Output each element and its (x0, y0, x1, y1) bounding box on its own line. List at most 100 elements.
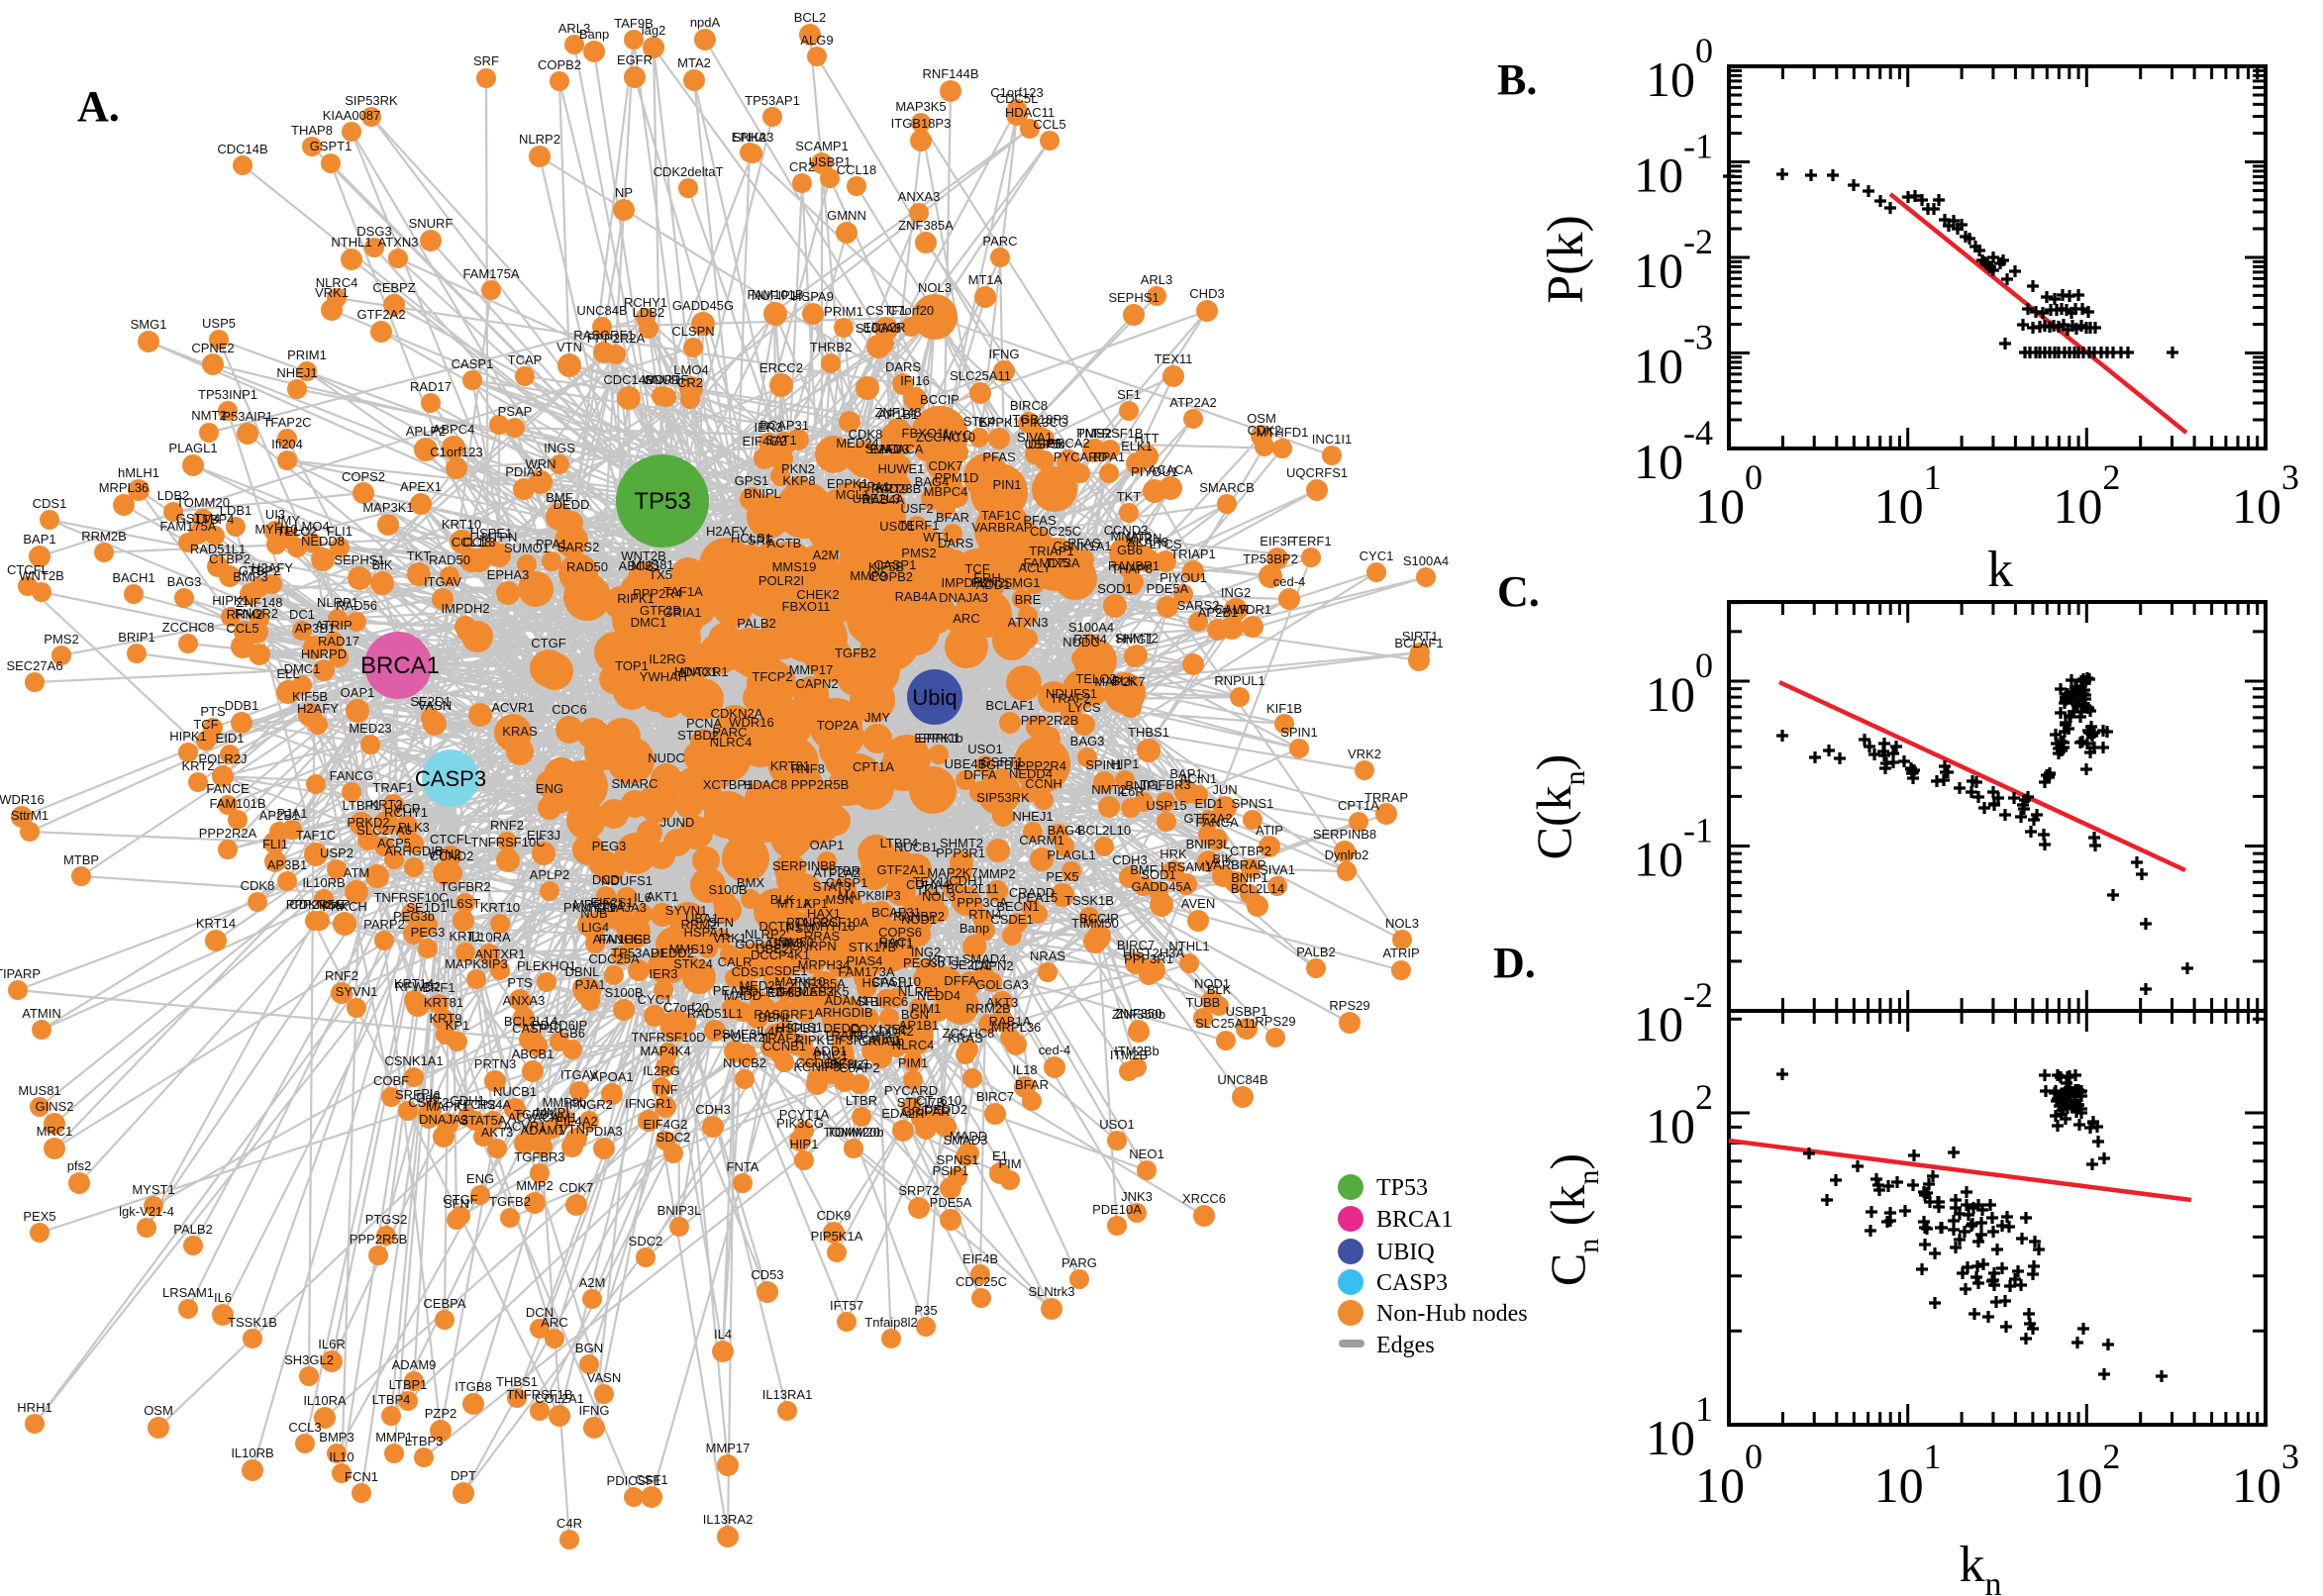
svg-text:RRM2B: RRM2B (965, 1001, 1011, 1016)
svg-text:IL10RA: IL10RA (467, 930, 511, 945)
svg-text:ced-4: ced-4 (1039, 1043, 1071, 1057)
svg-text:EID1: EID1 (216, 731, 245, 746)
svg-text:RAD50: RAD50 (429, 552, 470, 567)
svg-text:CASP1: CASP1 (452, 356, 494, 371)
svg-text:RCHY1: RCHY1 (624, 295, 667, 310)
svg-text:PPP2R2A: PPP2R2A (199, 826, 257, 841)
svg-text:Banp: Banp (960, 921, 989, 936)
svg-text:USO1: USO1 (967, 742, 1002, 756)
svg-text:TOP2A: TOP2A (817, 718, 859, 733)
svg-text:DCTN1: DCTN1 (758, 919, 801, 934)
svg-text:NUCB1: NUCB1 (493, 1084, 537, 1099)
svg-text:CCL3: CCL3 (288, 1420, 321, 1435)
svg-text:IL2RG: IL2RG (643, 1063, 680, 1078)
svg-text:CCND3: CCND3 (1104, 523, 1149, 538)
svg-text:GPS1: GPS1 (735, 473, 769, 488)
svg-text:MSN: MSN (826, 892, 855, 907)
svg-text:PEA15: PEA15 (713, 983, 753, 998)
svg-text:GTBP2: GTBP2 (239, 563, 281, 578)
svg-text:KP1: KP1 (446, 1018, 470, 1033)
svg-text:DCD: DCD (592, 872, 620, 887)
svg-text:NEDD4: NEDD4 (1009, 766, 1053, 781)
svg-text:KRT2: KRT2 (182, 758, 215, 773)
svg-text:IL4R: IL4R (757, 1024, 783, 1039)
svg-text:ZNF148: ZNF148 (237, 595, 283, 610)
svg-text:TFCP2: TFCP2 (752, 669, 792, 684)
svg-text:S100A4: S100A4 (1403, 553, 1449, 568)
svg-text:BIK: BIK (372, 557, 393, 572)
svg-text:SAT1: SAT1 (765, 433, 797, 448)
svg-text:KRAS: KRAS (948, 1031, 983, 1046)
svg-text:ABCB1: ABCB1 (619, 558, 661, 573)
svg-text:PYCARD: PYCARD (1054, 449, 1107, 464)
svg-text:RAD51L1: RAD51L1 (190, 542, 246, 556)
svg-text:TP53: TP53 (634, 488, 690, 515)
svg-text:H2AFY: H2AFY (297, 701, 339, 716)
svg-text:GADD45A: GADD45A (1132, 879, 1192, 894)
svg-text:TGFB2: TGFB2 (835, 646, 876, 660)
svg-text:LTBP4: LTBP4 (372, 1392, 411, 1407)
svg-text:MNAT1: MNAT1 (1110, 529, 1153, 544)
svg-text:ITGB8: ITGB8 (454, 1379, 492, 1394)
svg-text:BAP1: BAP1 (1169, 766, 1202, 781)
svg-text:CDK8: CDK8 (849, 427, 883, 442)
svg-text:UBE2L3: UBE2L3 (853, 491, 900, 506)
svg-text:PIK3CG: PIK3CG (776, 1116, 824, 1131)
svg-text:PMS2: PMS2 (901, 546, 936, 560)
svg-text:CASP10: CASP10 (871, 974, 921, 989)
svg-text:KRT81: KRT81 (770, 758, 810, 773)
svg-text:GSTM4: GSTM4 (176, 511, 221, 526)
svg-text:BIRC6: BIRC6 (870, 994, 908, 1009)
svg-text:KP1: KP1 (804, 896, 829, 911)
svg-text:PPP3R1: PPP3R1 (1124, 951, 1173, 966)
svg-text:TUBB: TUBB (1186, 995, 1221, 1010)
svg-text:BCL2L10: BCL2L10 (1077, 823, 1131, 838)
svg-text:SOD1: SOD1 (1097, 581, 1132, 596)
svg-text:IL10RB: IL10RB (302, 875, 345, 890)
svg-text:FNGR2: FNGR2 (235, 606, 278, 621)
svg-text:NOL3: NOL3 (1385, 916, 1419, 931)
svg-text:TX5: TX5 (649, 567, 672, 582)
svg-text:PRIM1: PRIM1 (287, 348, 327, 362)
svg-text:FAM173A: FAM173A (1023, 555, 1079, 570)
svg-text:NUDC: NUDC (648, 750, 685, 765)
svg-text:BRF1: BRF1 (422, 980, 454, 995)
svg-text:TRAF1: TRAF1 (372, 780, 413, 795)
svg-text:BMF: BMF (546, 490, 573, 505)
svg-text:LDB1: LDB1 (220, 503, 252, 518)
svg-text:CDK9: CDK9 (817, 1208, 852, 1223)
svg-text:BMX: BMX (737, 875, 765, 890)
svg-text:FAM175A: FAM175A (462, 266, 519, 281)
svg-text:Ubiq: Ubiq (912, 685, 957, 710)
svg-text:EPHA3: EPHA3 (732, 130, 774, 145)
svg-text:RNF2: RNF2 (325, 968, 358, 983)
svg-text:GINS2: GINS2 (35, 1099, 73, 1114)
svg-text:WDR1: WDR1 (643, 372, 680, 387)
svg-text:MAPK1: MAPK1 (426, 1099, 469, 1114)
svg-text:LTBR: LTBR (846, 1093, 877, 1108)
svg-text:NOL3: NOL3 (918, 280, 952, 295)
svg-text:MRPL36: MRPL36 (991, 1020, 1042, 1035)
svg-text:FBXO11: FBXO11 (782, 599, 831, 614)
svg-text:XCTBP1: XCTBP1 (703, 777, 754, 792)
svg-text:NLRP1: NLRP1 (898, 984, 940, 999)
svg-text:ZCCHC8: ZCCHC8 (943, 1026, 995, 1041)
svg-text:BAP1: BAP1 (23, 532, 55, 547)
svg-text:PPP2R5B: PPP2R5B (350, 1232, 408, 1247)
svg-text:JUN: JUN (1212, 782, 1237, 797)
svg-text:ENG: ENG (536, 781, 563, 796)
svg-text:GTF2B: GTF2B (640, 603, 681, 618)
svg-text:SYVN1: SYVN1 (336, 984, 378, 999)
svg-text:TP53BP2: TP53BP2 (1243, 551, 1298, 566)
svg-text:BLK: BLK (1207, 982, 1232, 997)
svg-text:PPP3R1: PPP3R1 (936, 846, 985, 860)
svg-text:hMLH1: hMLH1 (118, 465, 159, 480)
svg-text:IMPDH2: IMPDH2 (441, 601, 489, 616)
svg-text:TNFRSF1B: TNFRSF1B (506, 1387, 572, 1402)
svg-text:BCL2L11: BCL2L11 (946, 881, 998, 896)
svg-text:RAB1A: RAB1A (989, 1014, 1032, 1029)
svg-text:POLR2I: POLR2I (723, 1030, 768, 1045)
svg-text:PDE5A: PDE5A (930, 1195, 972, 1210)
svg-text:SIRT1: SIRT1 (1402, 629, 1439, 644)
svg-text:ENG: ENG (466, 1171, 494, 1186)
